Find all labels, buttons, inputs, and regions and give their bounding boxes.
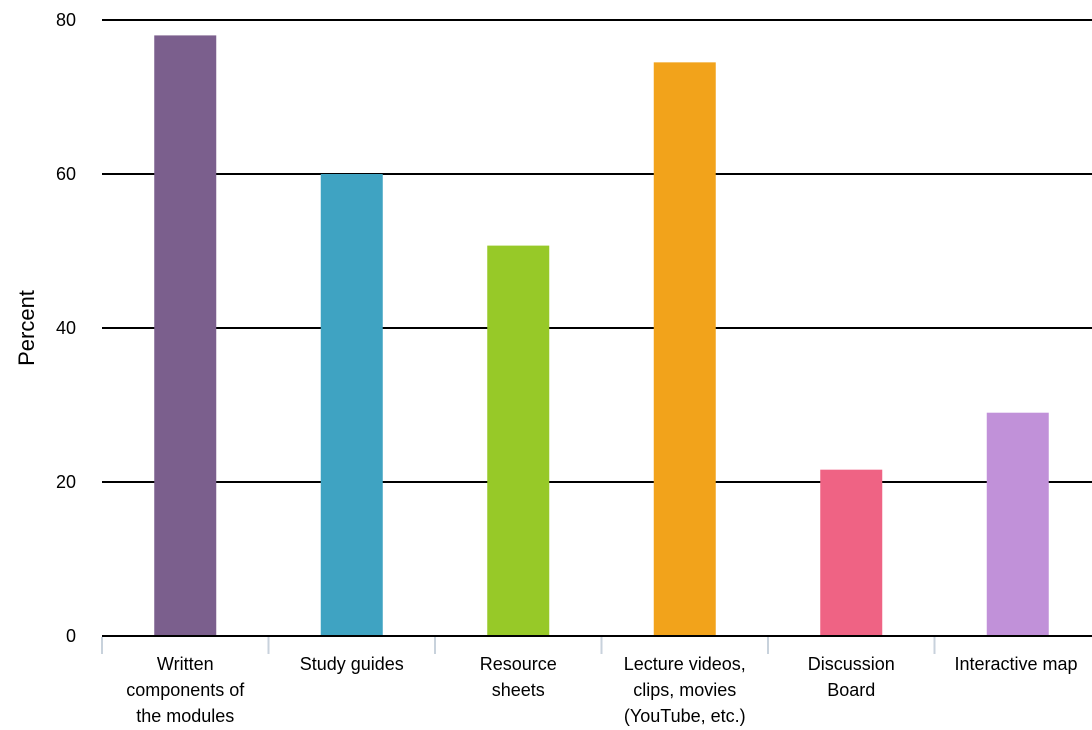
x-category-label: Resource sheets [480,654,557,700]
x-category-label-line: Discussion [808,654,895,674]
x-category-label-line: components of [126,680,245,700]
x-category-label: Discussion Board [808,654,895,700]
x-category-label-line: Interactive map [954,654,1077,674]
y-tick-label: 80 [56,10,76,30]
gridlines [102,19,1092,483]
x-category-label: Written components of the modules [126,654,245,726]
x-category-label-line: (YouTube, etc.) [624,706,746,726]
y-tick-labels: 0 20 40 60 80 [56,10,76,646]
y-tick-label: 20 [56,472,76,492]
x-category-label-line: clips, movies [633,680,736,700]
y-tick-label: 60 [56,164,76,184]
category-labels: Written components of the modules Study gui… [126,654,1077,726]
x-category-label-line: Study guides [300,654,404,674]
bar-5 [986,412,1049,636]
x-category-label-line: Lecture videos, [624,654,746,674]
bar-4 [820,469,883,636]
x-category-label: Study guides [300,654,404,674]
bar-0 [154,35,217,636]
y-tick-label: 40 [56,318,76,338]
x-category-label-line: sheets [492,680,545,700]
bar-3 [653,62,716,637]
y-tick-label: 0 [66,626,76,646]
x-category-label-line: the modules [136,706,234,726]
bar-2 [487,245,550,637]
x-axis [101,635,1092,654]
x-category-label-line: Board [827,680,875,700]
x-category-label-line: Resource [480,654,557,674]
y-axis-title: Percent [14,290,39,366]
x-category-label-line: Written [157,654,214,674]
bars [154,35,1049,637]
x-category-label: Interactive map [954,654,1077,674]
bar-1 [320,174,383,636]
x-category-label: Lecture videos, clips, movies (YouTube, et… [624,654,746,726]
